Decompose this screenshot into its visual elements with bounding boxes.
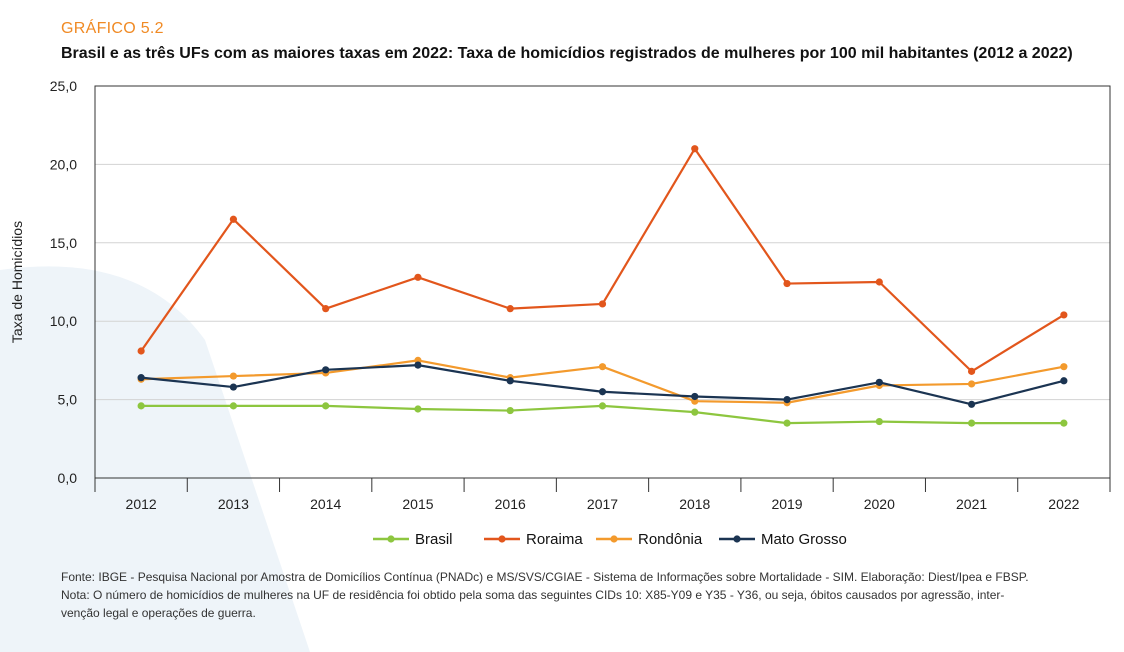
data-point-roraima (322, 305, 330, 313)
data-point-mato-grosso (967, 400, 976, 408)
series-rondonia (137, 356, 1068, 407)
data-point-mato-grosso (414, 361, 422, 369)
legend-item: Roraima (484, 531, 583, 548)
x-tick-label: 2019 (771, 496, 802, 512)
y-tick-label: 15,0 (50, 235, 77, 251)
data-point-rondonia (967, 380, 976, 388)
data-point-mato-grosso (598, 388, 607, 396)
data-point-brasil (967, 419, 976, 427)
x-tick-label: 2017 (587, 496, 618, 512)
x-tick-label: 2015 (402, 496, 433, 512)
data-point-rondonia (1060, 363, 1068, 371)
legend-item: Rondônia (596, 531, 703, 548)
series-brasil (137, 402, 1068, 427)
legend-label: Rondônia (638, 531, 703, 548)
x-tick-label: 2013 (218, 496, 249, 512)
data-point-brasil (875, 417, 883, 426)
data-point-roraima (691, 145, 699, 153)
legend-label: Brasil (415, 531, 453, 548)
legend-marker (610, 535, 618, 543)
chart-number: GRÁFICO 5.2 (61, 20, 164, 37)
legend-marker (498, 535, 506, 543)
x-tick-label: 2021 (956, 496, 987, 512)
y-tick-label: 0,0 (58, 470, 78, 486)
y-tick-label: 5,0 (58, 392, 78, 408)
series-mato-grosso (137, 361, 1068, 408)
legend-item: Mato Grosso (719, 531, 847, 548)
data-point-brasil (414, 405, 422, 413)
data-point-mato-grosso (1060, 377, 1068, 385)
data-point-brasil (506, 406, 514, 415)
data-point-rondonia (598, 363, 607, 371)
series-roraima (137, 145, 1068, 375)
y-tick-label: 20,0 (50, 156, 77, 172)
data-point-roraima (967, 367, 976, 375)
legend-marker (733, 535, 741, 543)
legend-label: Roraima (526, 531, 583, 548)
x-tick-label: 2020 (864, 496, 895, 512)
y-tick-label: 25,0 (50, 78, 77, 94)
legend-label: Mato Grosso (761, 531, 847, 548)
x-tick-label: 2018 (679, 496, 710, 512)
data-point-roraima (137, 347, 145, 355)
data-point-brasil (137, 402, 145, 410)
legend-item: Brasil (373, 531, 453, 548)
data-point-mato-grosso (691, 392, 699, 401)
chart-title: Brasil e as três UFs com as maiores taxa… (61, 45, 1073, 62)
data-point-roraima (506, 305, 514, 313)
data-point-mato-grosso (506, 377, 514, 385)
data-point-rondonia (229, 372, 238, 380)
data-point-roraima (229, 215, 238, 223)
line-chart: 0,0 5,0 10,0 15,0 20,0 25,0 2012 2013 2014 2015 20… (9, 78, 1111, 548)
x-tick-label: 2014 (310, 496, 341, 512)
x-tick-label: 2016 (495, 496, 526, 512)
data-point-roraima (414, 273, 422, 281)
plot-frame (94, 85, 1111, 479)
footnote-note-continued: venção legal e operações de guerra. (61, 606, 256, 620)
data-point-brasil (598, 402, 607, 410)
x-tick-label: 2012 (126, 496, 157, 512)
data-point-roraima (783, 279, 791, 288)
data-point-brasil (691, 408, 699, 416)
y-tick-label: 10,0 (50, 313, 77, 329)
footnote-source: Fonte: IBGE - Pesquisa Nacional por Amos… (61, 570, 1029, 584)
data-point-brasil (783, 419, 791, 427)
footnote-note: Nota: O número de homicídios de mulheres… (61, 588, 1005, 602)
y-axis-title: Taxa de Homicídios (9, 221, 25, 343)
data-point-mato-grosso (322, 366, 330, 374)
legend-marker (387, 535, 395, 543)
data-point-mato-grosso (137, 374, 145, 382)
data-point-mato-grosso (783, 396, 791, 404)
series-line-roraima (140, 147, 1065, 373)
data-point-mato-grosso (229, 383, 238, 391)
data-point-roraima (875, 278, 883, 286)
data-point-brasil (1060, 419, 1068, 427)
data-point-brasil (229, 402, 238, 410)
x-tick-label: 2022 (1048, 496, 1079, 512)
data-point-roraima (1060, 311, 1068, 319)
data-point-mato-grosso (875, 378, 883, 386)
data-point-roraima (598, 300, 607, 308)
data-point-brasil (322, 402, 330, 410)
